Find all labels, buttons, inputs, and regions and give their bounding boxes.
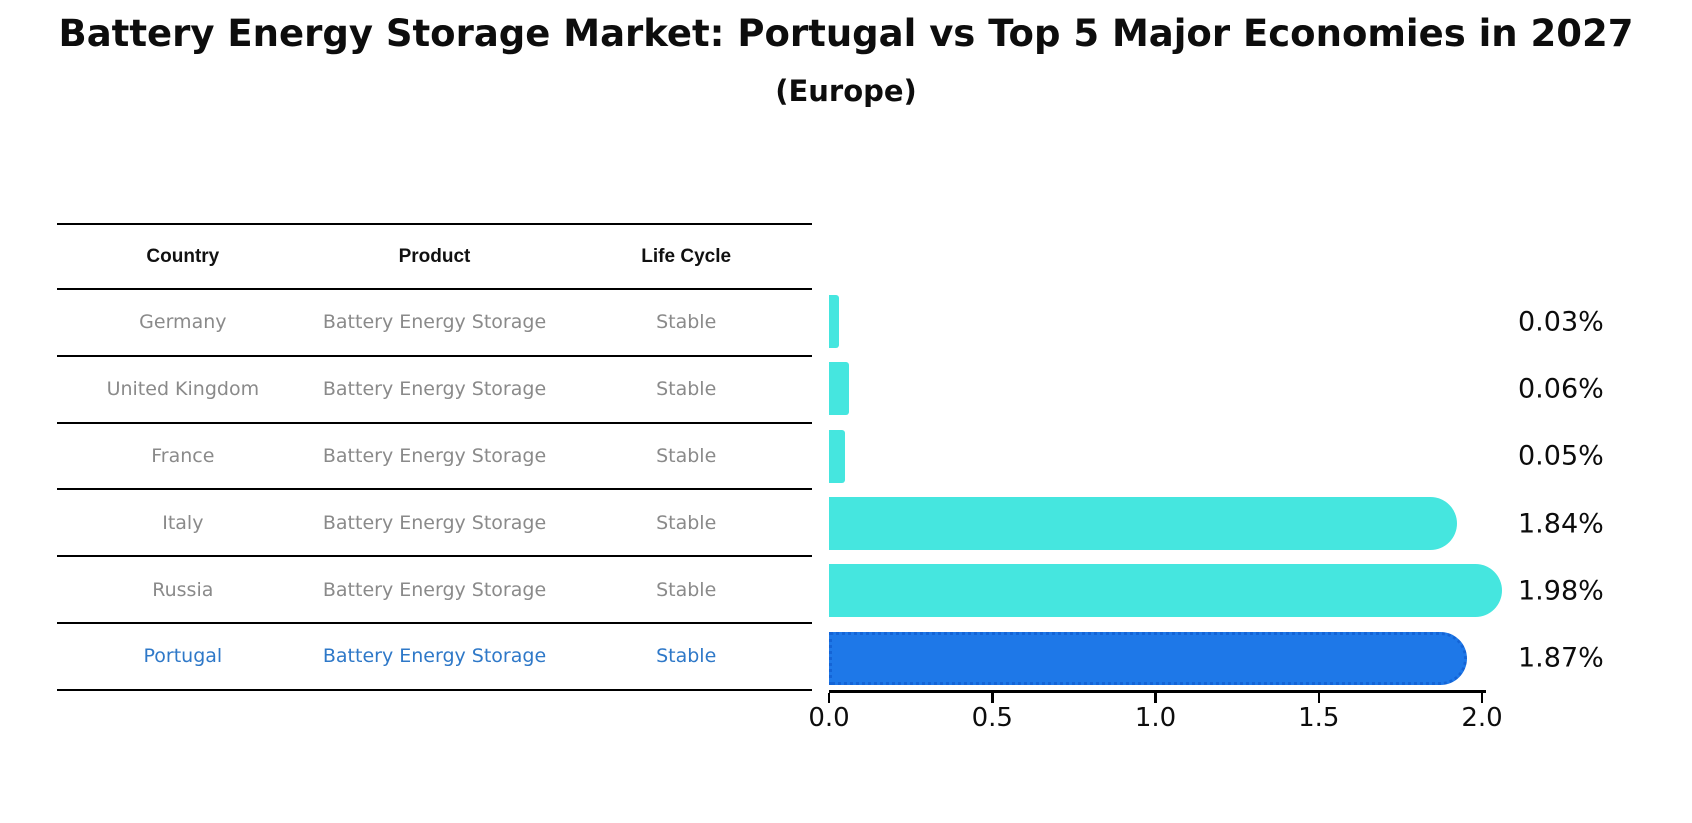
bars-layer: 0.03% 0.06% 0.05% 1.84% 1.98% 1.87% — [0, 288, 1692, 693]
value-label-united-kingdom: 0.06% — [1518, 373, 1604, 405]
lifecycle-cell: Stable — [656, 578, 717, 601]
x-axis-tick-label-2.0: 2.0 — [1461, 703, 1503, 733]
country-cell: Portugal — [143, 645, 223, 668]
bar-portugal — [829, 631, 1467, 685]
lifecycle-cell: Stable — [656, 378, 717, 401]
x-axis-line — [829, 690, 1486, 693]
lifecycle-cell: Stable — [656, 511, 717, 534]
bar-row-italy — [829, 490, 1457, 557]
product-cell: Battery Energy Storage — [322, 378, 547, 401]
value-label-russia: 1.98% — [1518, 575, 1604, 607]
table-row-russia: Russia Battery Energy Storage Stable — [57, 557, 812, 624]
bar-row-russia — [829, 557, 1503, 624]
value-label-germany: 0.03% — [1518, 306, 1604, 338]
bar-row-portugal — [829, 625, 1467, 692]
value-label-italy: 1.84% — [1518, 508, 1604, 540]
country-cell: Russia — [152, 578, 214, 601]
x-axis-tick-label-0.0: 0.0 — [808, 703, 850, 733]
table-row-germany: Germany Battery Energy Storage Stable — [57, 290, 812, 357]
x-axis-tick-label-1.5: 1.5 — [1298, 703, 1340, 733]
table-row-italy: Italy Battery Energy Storage Stable — [57, 490, 812, 558]
lifecycle-cell: Stable — [656, 444, 717, 467]
chart-title: Battery Energy Storage Market: Portugal … — [58, 12, 1634, 55]
x-axis-tick-0.5 — [991, 693, 994, 703]
bar-row-france — [829, 423, 846, 490]
value-label-portugal: 1.87% — [1518, 642, 1604, 674]
country-cell: Italy — [162, 511, 204, 534]
product-cell: Battery Energy Storage — [322, 311, 547, 334]
bar-russia — [829, 564, 1503, 618]
x-axis-tick-2.0 — [1480, 693, 1484, 703]
bar-france — [829, 429, 846, 483]
x-axis-tick-0.0 — [827, 693, 831, 703]
product-cell: Battery Energy Storage — [322, 645, 547, 668]
product-cell: Battery Energy Storage — [322, 511, 547, 534]
x-axis-tick-label-0.5: 0.5 — [971, 703, 1013, 733]
x-axis-tick-1.0 — [1154, 693, 1157, 703]
table-row-portugal: Portugal Battery Energy Storage Stable — [57, 624, 812, 691]
product-cell: Battery Energy Storage — [322, 444, 547, 467]
bar-row-germany — [829, 288, 839, 355]
product-cell: Battery Energy Storage — [322, 578, 547, 601]
bar-germany — [829, 295, 839, 349]
country-cell: France — [151, 444, 215, 467]
table-body: Germany Battery Energy Storage Stable Un… — [57, 290, 812, 691]
bar-italy — [829, 497, 1457, 551]
lifecycle-cell: Stable — [656, 311, 717, 334]
table-row-united-kingdom: United Kingdom Battery Energy Storage St… — [57, 357, 812, 424]
country-cell: Germany — [139, 311, 227, 334]
table-header-product: Product — [398, 245, 471, 267]
lifecycle-cell: Stable — [656, 645, 717, 668]
table-row-france: France Battery Energy Storage Stable — [57, 424, 812, 491]
comparison-table: Country Product Life Cycle Germany Batte… — [57, 223, 812, 691]
value-label-france: 0.05% — [1518, 440, 1604, 472]
bar-row-united-kingdom — [829, 355, 849, 422]
x-axis-tick-1.5 — [1317, 693, 1320, 703]
chart-subtitle: (Europe) — [775, 74, 917, 108]
country-cell: United Kingdom — [106, 378, 260, 401]
table-header-row: Country Product Life Cycle — [57, 223, 812, 290]
table-header-country: Country — [146, 245, 220, 267]
table-header-lifecycle: Life Cycle — [641, 245, 732, 267]
bar-united-kingdom — [829, 362, 849, 416]
x-axis-tick-label-1.0: 1.0 — [1134, 703, 1177, 733]
